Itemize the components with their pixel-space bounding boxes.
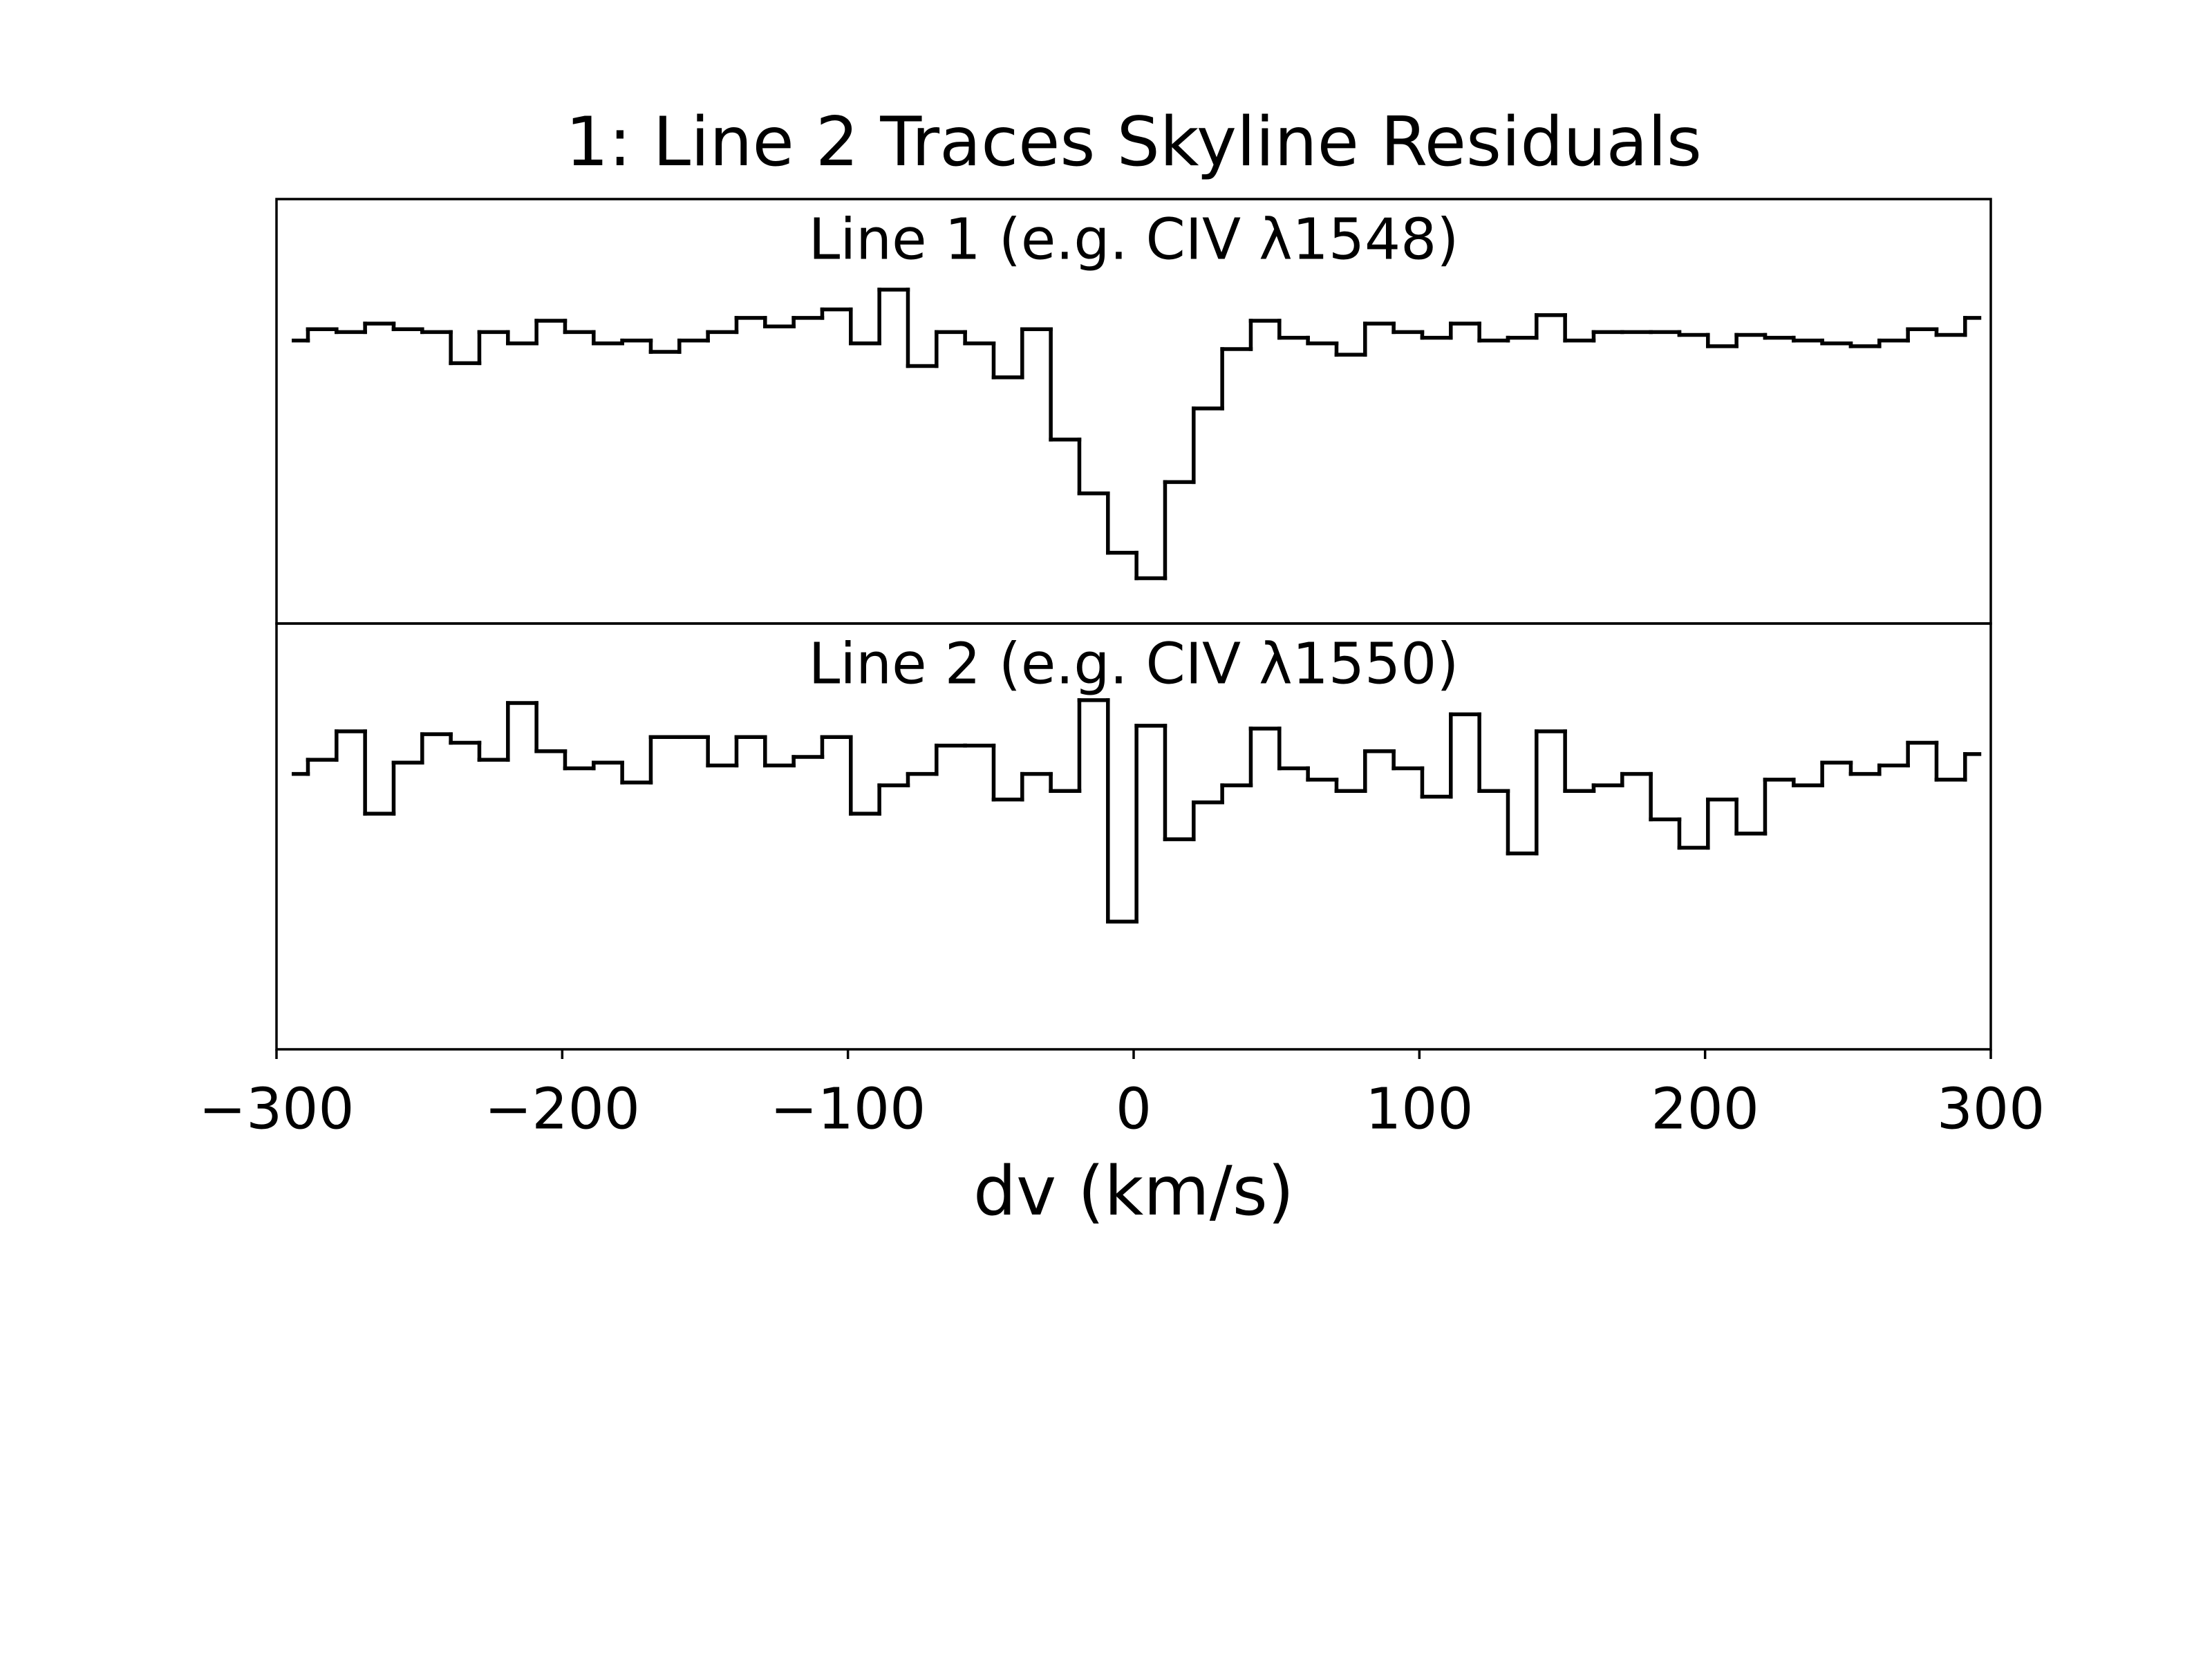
panel-label: Line 2 (e.g. CIV λ1550) xyxy=(809,631,1459,697)
panel-label: Line 1 (e.g. CIV λ1548) xyxy=(809,207,1459,272)
x-tick-label: 100 xyxy=(1365,1076,1474,1142)
x-tick-label: 200 xyxy=(1651,1076,1759,1142)
x-axis-label: dv (km/s) xyxy=(973,1152,1294,1231)
x-tick-label: 300 xyxy=(1937,1076,2045,1142)
x-tick-label: −200 xyxy=(485,1076,640,1142)
x-tick-label: −300 xyxy=(198,1076,354,1142)
chart-title: 1: Line 2 Traces Skyline Residuals xyxy=(565,103,1702,182)
x-tick-label: 0 xyxy=(1116,1076,1152,1142)
x-tick-label: −100 xyxy=(770,1076,926,1142)
